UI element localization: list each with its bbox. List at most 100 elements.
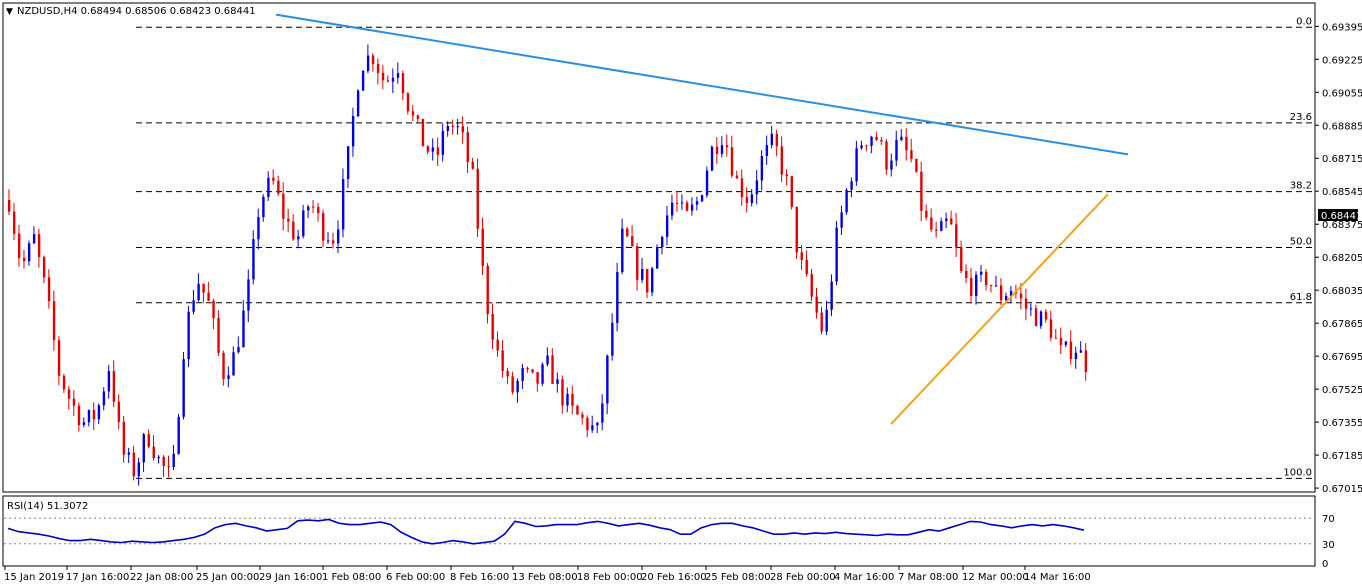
- candle-body: [890, 160, 893, 170]
- candle-body: [47, 277, 51, 302]
- y-tick-label: 0.68035: [1322, 286, 1362, 297]
- candle-body: [561, 379, 564, 406]
- chart-menu-arrow-icon[interactable]: ▼: [6, 7, 13, 17]
- candle-body: [616, 272, 619, 323]
- candle-body: [675, 202, 679, 204]
- candle-body: [770, 133, 774, 146]
- candle-body: [765, 145, 769, 157]
- candle-body: [27, 243, 31, 262]
- candle-body: [282, 193, 285, 219]
- rsi-title: RSI(14) 51.3072: [7, 501, 88, 512]
- candle-body: [37, 234, 41, 257]
- candle-body: [237, 347, 240, 353]
- candle-body: [217, 318, 220, 353]
- candle-body: [775, 133, 779, 147]
- candle-body: [785, 174, 788, 177]
- candle-body: [1084, 350, 1088, 372]
- fib-level-label: 0.0: [1296, 16, 1312, 27]
- candle-body: [257, 217, 260, 240]
- candle-body: [132, 452, 136, 477]
- candle-body: [989, 285, 993, 287]
- candle-body: [665, 215, 669, 237]
- candle-body: [406, 93, 410, 112]
- candle-body: [870, 136, 873, 146]
- candle-body: [401, 73, 405, 94]
- candle-body: [72, 398, 76, 406]
- candle-body: [172, 453, 175, 468]
- y-tick-label: 0.67695: [1322, 352, 1362, 363]
- x-tick-label: 22 Jan 08:00: [130, 572, 193, 583]
- x-tick-label: 12 Mar 00:00: [962, 572, 1029, 583]
- candle-body: [67, 389, 71, 399]
- candle-body: [900, 136, 903, 140]
- candle-body: [17, 233, 21, 258]
- rsi-panel-frame: [2, 495, 1316, 567]
- candle-body: [730, 147, 734, 176]
- candle-body: [396, 73, 400, 78]
- resistance-trendline: [275, 13, 1129, 156]
- candle-body: [910, 150, 913, 159]
- fib-level-label: 50.0: [1290, 237, 1312, 248]
- candle-body: [441, 130, 445, 155]
- candle-body: [1074, 352, 1078, 360]
- candle-body: [646, 269, 649, 293]
- chart-title: NZDUSD,H4 0.68494 0.68506 0.68423 0.6844…: [17, 6, 256, 17]
- candle-body: [695, 201, 699, 205]
- x-tick-label: 6 Feb 00:00: [386, 572, 445, 583]
- rsi-tick-label: 70: [1322, 514, 1335, 525]
- y-tick-label: 0.69225: [1322, 55, 1362, 66]
- fibonacci-layer: 0.0 23.6 38.2 50.0 61.8 100.0: [136, 16, 1312, 479]
- candle-body: [87, 410, 91, 423]
- candle-body: [177, 416, 180, 454]
- candle-body: [262, 196, 265, 218]
- candle-body: [252, 239, 255, 280]
- candle-body: [232, 352, 235, 376]
- candle-body: [456, 126, 460, 128]
- candle-body: [641, 269, 644, 280]
- candle-body: [312, 206, 315, 208]
- candle-body: [975, 274, 978, 296]
- candle-body: [1039, 311, 1043, 327]
- candle-body: [531, 369, 534, 373]
- candle-body: [710, 146, 714, 171]
- candle-body: [351, 116, 355, 147]
- candle-body: [32, 234, 36, 244]
- candle-body: [526, 367, 529, 370]
- candle-body: [461, 126, 464, 133]
- candle-body: [865, 145, 868, 147]
- candle-body: [1044, 311, 1048, 320]
- candle-body: [795, 206, 798, 253]
- candle-body: [830, 281, 833, 310]
- candle-body: [307, 206, 310, 211]
- fib-level-label: 23.6: [1290, 112, 1312, 123]
- candle-body: [820, 312, 823, 332]
- candle-body: [1064, 341, 1068, 346]
- candle-body: [626, 228, 629, 237]
- candle-body: [247, 279, 250, 311]
- candle-body: [332, 240, 335, 244]
- candle-body: [416, 115, 420, 119]
- candle-body: [107, 371, 111, 392]
- candle-body: [272, 177, 275, 181]
- candle-body: [496, 339, 499, 351]
- y-tick-label: 0.68715: [1322, 154, 1362, 165]
- candle-body: [1024, 298, 1028, 309]
- candle-body: [915, 158, 918, 172]
- candle-body: [755, 180, 759, 195]
- candle-body: [760, 156, 764, 181]
- candle-body: [895, 139, 898, 161]
- candle-body: [157, 456, 160, 459]
- candle-body: [925, 210, 928, 218]
- candle-body: [327, 240, 330, 242]
- candle-body: [920, 171, 923, 211]
- candle-body: [451, 126, 455, 128]
- candle-body: [62, 375, 66, 390]
- candle-body: [576, 405, 579, 415]
- candle-body: [840, 212, 843, 228]
- trendlines-layer: [275, 13, 1129, 425]
- x-tick-label: 28 Feb 00:00: [770, 572, 836, 583]
- candle-body: [571, 393, 574, 406]
- candle-body: [97, 405, 101, 420]
- candle-body: [481, 228, 484, 266]
